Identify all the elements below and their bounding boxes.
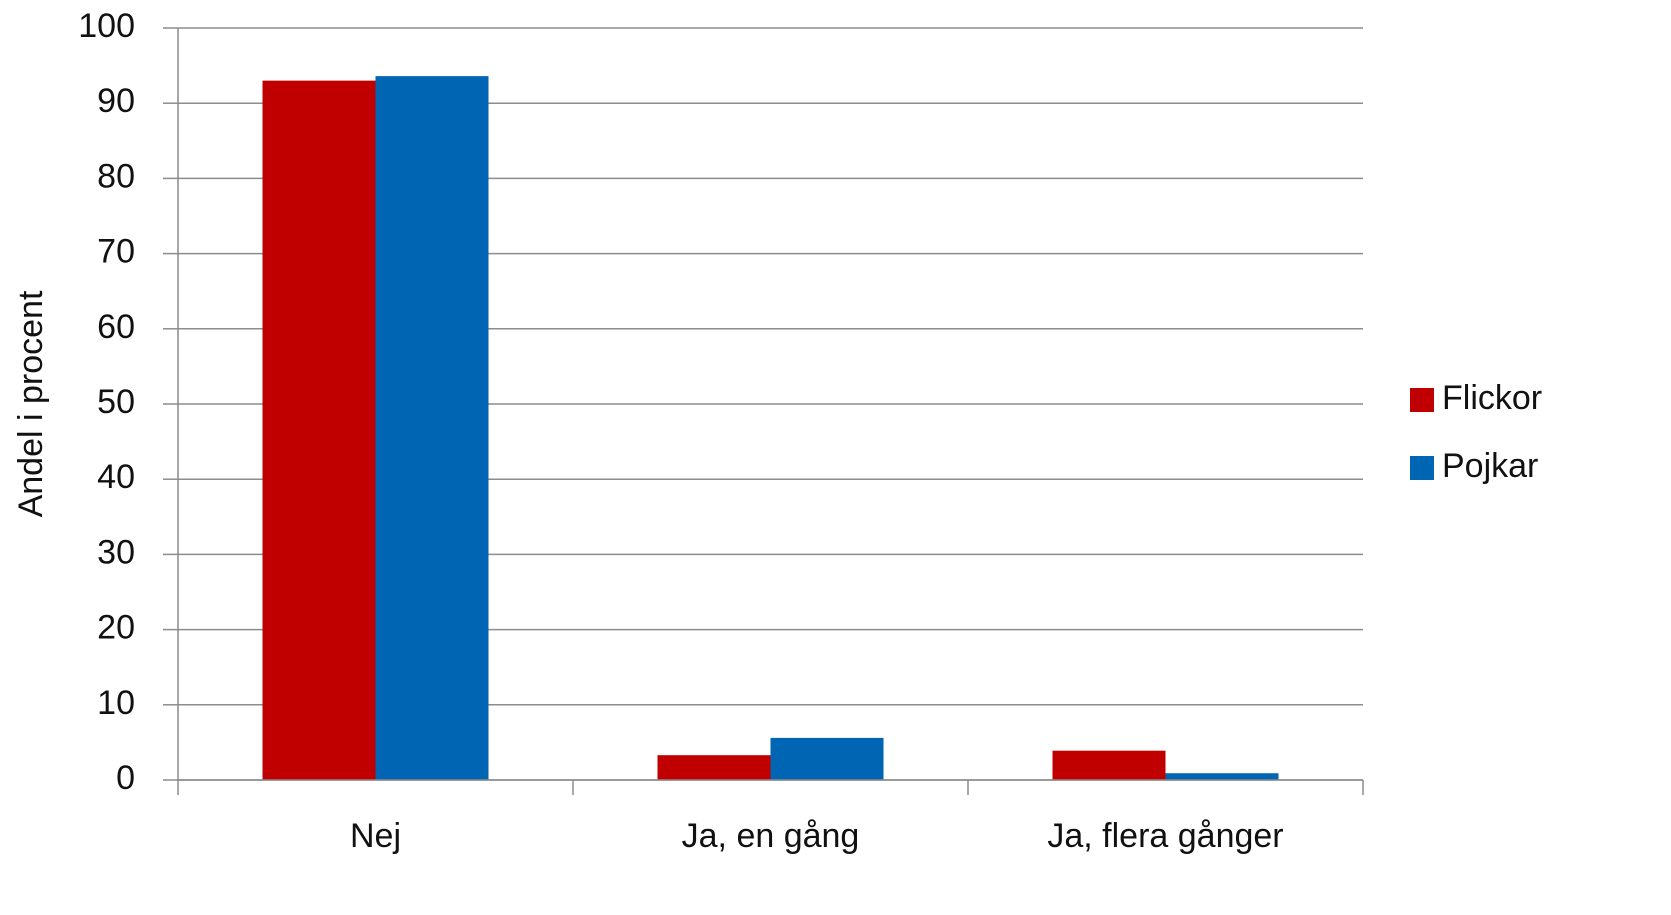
- x-tick-label: Ja, en gång: [682, 817, 860, 855]
- bar: [657, 755, 771, 780]
- legend-swatch: [1410, 388, 1434, 412]
- x-tick-label: Ja, flera gånger: [1047, 817, 1283, 855]
- y-tick-label: 90: [97, 82, 135, 120]
- bar: [1165, 773, 1279, 780]
- y-tick-label: 20: [97, 609, 135, 647]
- bar: [262, 80, 376, 780]
- y-tick-label: 0: [116, 759, 135, 797]
- y-tick-label: 70: [97, 233, 135, 271]
- legend-swatch: [1410, 456, 1434, 480]
- y-tick-label: 40: [97, 458, 135, 496]
- y-tick-label: 100: [78, 7, 135, 45]
- legend-label: Pojkar: [1442, 447, 1538, 485]
- y-tick-label: 80: [97, 157, 135, 195]
- x-tick-label: Nej: [350, 817, 401, 855]
- bar: [375, 76, 489, 781]
- bar: [1052, 750, 1166, 780]
- bar: [770, 737, 884, 780]
- y-axis-label: Andel i procent: [12, 290, 50, 517]
- y-tick-label: 50: [97, 383, 135, 421]
- y-tick-label: 30: [97, 533, 135, 571]
- legend-label: Flickor: [1442, 379, 1542, 417]
- y-tick-label: 10: [97, 684, 135, 722]
- y-tick-label: 60: [97, 308, 135, 346]
